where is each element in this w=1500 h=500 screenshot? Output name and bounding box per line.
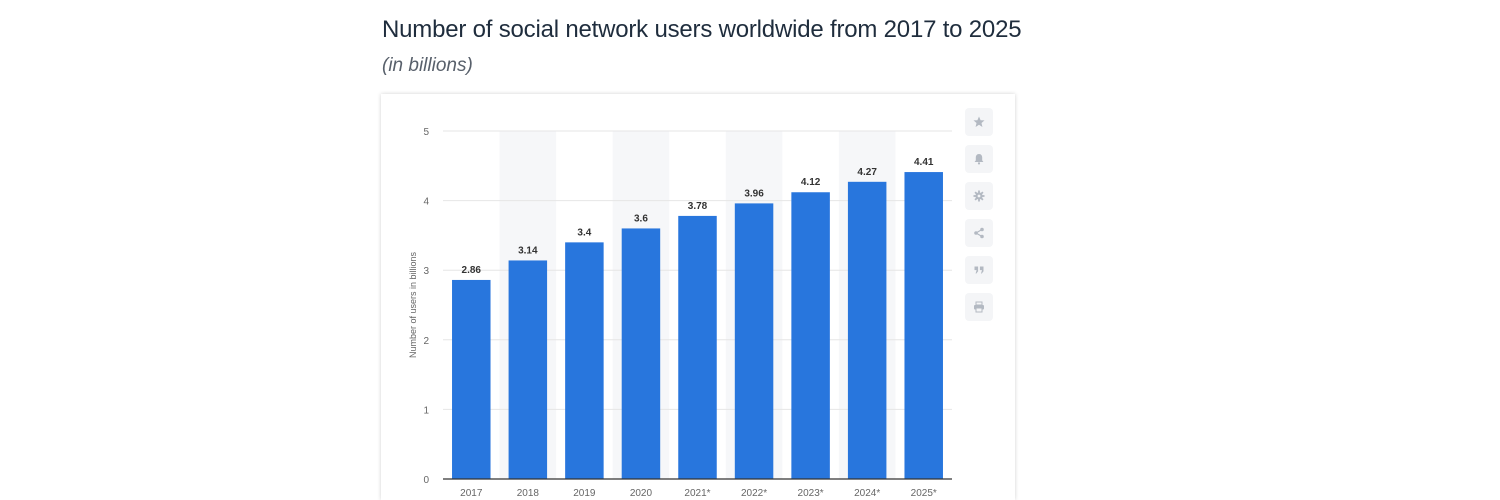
x-tick-label: 2023* (798, 488, 824, 499)
bar (565, 242, 604, 479)
y-tick-label: 1 (423, 405, 429, 416)
x-tick-label: 2017 (460, 488, 483, 499)
data-label: 4.41 (914, 157, 934, 168)
chart-toolbar (965, 108, 993, 321)
data-label: 4.27 (857, 167, 877, 178)
star-icon (973, 116, 985, 127)
data-label: 3.96 (744, 188, 764, 199)
y-tick-label: 4 (423, 197, 429, 208)
chart-subtitle: (in billions) (382, 55, 473, 76)
data-label: 3.14 (518, 245, 538, 256)
x-tick-label: 2018 (517, 488, 540, 499)
bar-chart: 0 1 2 3 4 5 Number of users in billions 2.86 201… (408, 127, 952, 499)
x-tick-label: 2021* (684, 488, 710, 499)
y-tick-label: 5 (423, 127, 429, 138)
share-icon (974, 227, 984, 239)
bar (847, 181, 887, 480)
x-tick-label: 2019 (573, 488, 596, 499)
bar (734, 203, 774, 479)
data-label: 2.86 (462, 265, 482, 276)
bar (621, 228, 661, 479)
x-tick-label: 2025* (911, 488, 937, 499)
notification-button[interactable] (965, 145, 993, 173)
favorite-button[interactable] (965, 108, 993, 136)
bar (678, 215, 717, 480)
quote-icon (974, 266, 984, 274)
data-label: 4.12 (801, 177, 821, 188)
data-label: 3.6 (634, 213, 648, 224)
print-button[interactable] (965, 293, 993, 321)
x-tick-label: 2022* (741, 488, 767, 499)
print-icon (974, 301, 984, 313)
y-tick-label: 3 (423, 266, 429, 277)
chart-title: Number of social network users worldwide… (382, 16, 1022, 43)
chart-panel: 0 1 2 3 4 5 Number of users in billions 2.86 201… (381, 94, 1015, 500)
y-tick-label: 2 (423, 336, 429, 347)
x-tick-label: 2024* (854, 488, 880, 499)
data-label: 3.78 (688, 201, 708, 212)
y-tick-label: 0 (423, 475, 429, 486)
y-axis-label: Number of users in billions (408, 251, 418, 358)
share-button[interactable] (965, 219, 993, 247)
bell-icon (974, 154, 984, 165)
settings-button[interactable] (965, 182, 993, 210)
bar (508, 260, 548, 479)
cite-button[interactable] (965, 256, 993, 284)
data-label: 3.4 (577, 227, 591, 238)
bar (791, 192, 830, 480)
gear-icon (973, 190, 985, 202)
bar (452, 279, 491, 479)
bar (904, 172, 943, 479)
x-tick-label: 2020 (630, 488, 653, 499)
